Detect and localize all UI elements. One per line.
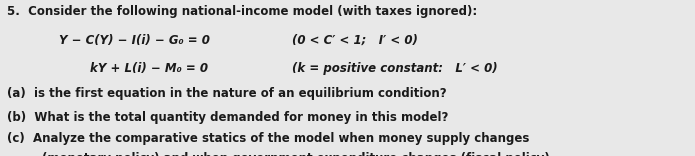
- Text: kY + L(i) − M₀ = 0: kY + L(i) − M₀ = 0: [90, 62, 208, 75]
- Text: (monetary policy) and when government expenditure changes (fiscal policy).: (monetary policy) and when government ex…: [42, 152, 554, 156]
- Text: (c)  Analyze the comparative statics of the model when money supply changes: (c) Analyze the comparative statics of t…: [7, 132, 530, 145]
- Text: 5.  Consider the following national-income model (with taxes ignored):: 5. Consider the following national-incom…: [7, 5, 477, 18]
- Text: (0 < C′ < 1;   I′ < 0): (0 < C′ < 1; I′ < 0): [292, 34, 418, 47]
- Text: (a)  is the first equation in the nature of an equilibrium condition?: (a) is the first equation in the nature …: [7, 87, 447, 100]
- Text: (k = positive constant:   L′ < 0): (k = positive constant: L′ < 0): [292, 62, 498, 75]
- Text: Y − C(Y) − I(i) − G₀ = 0: Y − C(Y) − I(i) − G₀ = 0: [59, 34, 210, 47]
- Text: (b)  What is the total quantity demanded for money in this model?: (b) What is the total quantity demanded …: [7, 111, 448, 124]
